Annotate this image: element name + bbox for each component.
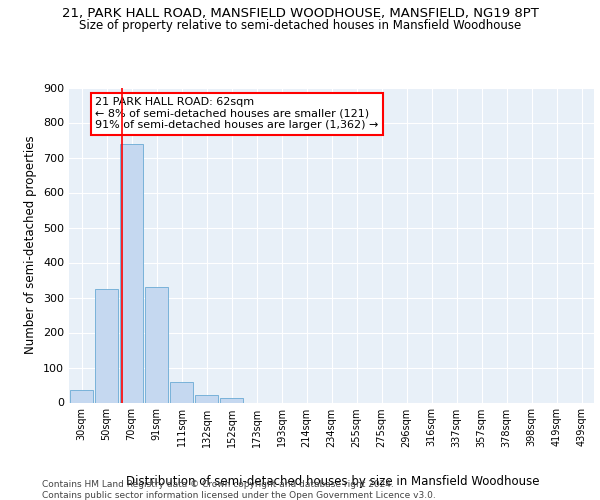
Bar (145, 287, 168, 403)
Text: Distribution of semi-detached houses by size in Mansfield Woodhouse: Distribution of semi-detached houses by … (126, 474, 540, 488)
Bar (220, 398, 243, 402)
Text: 21, PARK HALL ROAD, MANSFIELD WOODHOUSE, MANSFIELD, NG19 8PT: 21, PARK HALL ROAD, MANSFIELD WOODHOUSE,… (62, 8, 538, 20)
Y-axis label: Number of semi-detached properties: Number of semi-detached properties (25, 136, 37, 354)
Text: 21 PARK HALL ROAD: 62sqm
← 8% of semi-detached houses are smaller (121)
91% of s: 21 PARK HALL ROAD: 62sqm ← 8% of semi-de… (95, 97, 379, 130)
Bar (70, 390, 93, 402)
Bar (195, 395, 218, 402)
Bar (95, 290, 118, 403)
Text: Contains HM Land Registry data © Crown copyright and database right 2024.
Contai: Contains HM Land Registry data © Crown c… (42, 480, 436, 500)
Bar (120, 144, 143, 403)
Bar (170, 382, 193, 402)
Text: Size of property relative to semi-detached houses in Mansfield Woodhouse: Size of property relative to semi-detach… (79, 19, 521, 32)
